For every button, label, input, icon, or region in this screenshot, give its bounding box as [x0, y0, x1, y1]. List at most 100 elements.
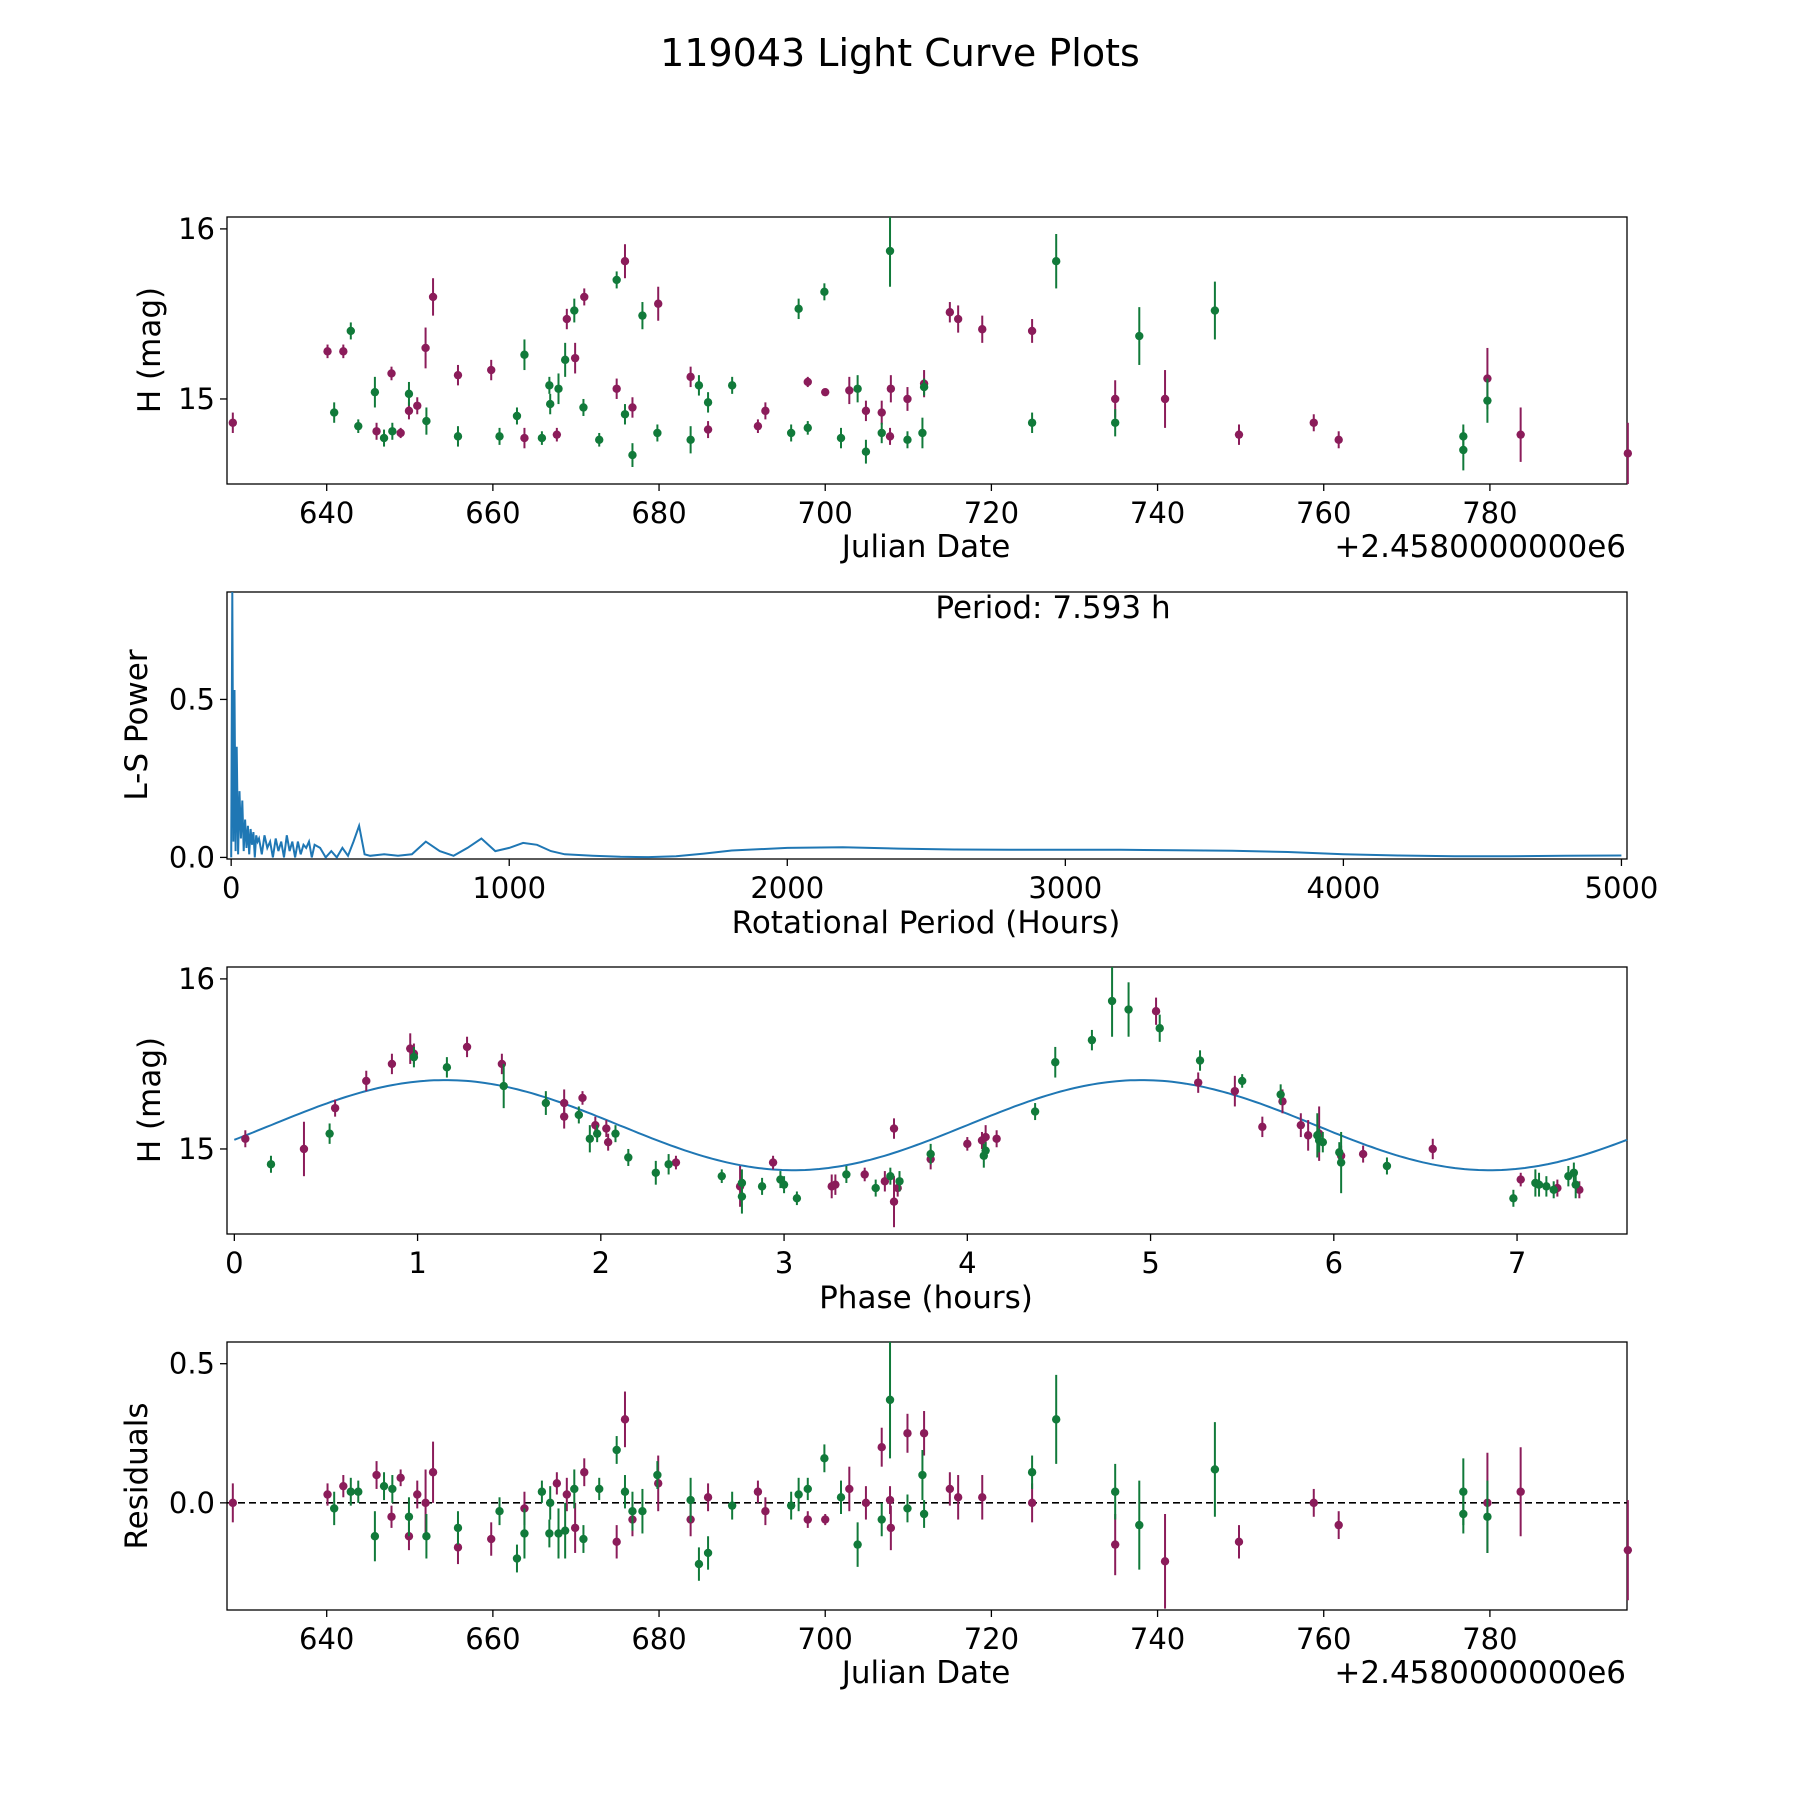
point-marker — [1623, 449, 1633, 458]
data-point — [545, 1519, 554, 1548]
point-marker — [428, 1468, 438, 1477]
point-marker — [1509, 1194, 1518, 1203]
data-point — [686, 426, 695, 454]
data-point — [1358, 1145, 1368, 1163]
point-marker — [1483, 396, 1492, 405]
data-point — [379, 429, 389, 447]
residuals-x-offset-label: +2.4580000000e6 — [1334, 1655, 1626, 1691]
data-point — [413, 397, 422, 415]
point-marker — [686, 372, 695, 382]
point-marker — [520, 433, 529, 443]
data-point — [1258, 1116, 1267, 1138]
lightcurve-x-axis-label: Julian Date — [840, 529, 1011, 565]
data-point — [612, 1436, 621, 1464]
phased-x-axis-label: Phase (hours) — [819, 1280, 1033, 1316]
data-point — [329, 402, 339, 423]
data-point — [737, 1179, 747, 1214]
point-marker — [362, 1076, 371, 1086]
point-marker — [1110, 1487, 1120, 1496]
data-point — [570, 298, 579, 323]
data-point — [1549, 1181, 1558, 1199]
data-point — [727, 1491, 737, 1520]
point-marker — [560, 1526, 570, 1535]
point-marker — [886, 1523, 896, 1533]
data-point — [831, 1174, 840, 1195]
point-marker — [821, 387, 830, 397]
point-marker — [1309, 1498, 1318, 1508]
data-point — [1230, 1075, 1240, 1107]
point-marker — [1110, 418, 1120, 427]
x-tick-label: 640 — [299, 1622, 354, 1656]
data-point — [768, 1155, 778, 1170]
data-point — [1334, 1511, 1343, 1540]
point-marker — [664, 1160, 673, 1169]
point-marker — [611, 1129, 620, 1138]
point-marker — [919, 1509, 929, 1519]
data-point — [945, 1472, 955, 1506]
point-marker — [1334, 1520, 1343, 1530]
data-point — [978, 315, 987, 343]
x-tick-label: 720 — [964, 1622, 1019, 1656]
data-point — [299, 1121, 309, 1177]
data-point — [512, 1544, 522, 1573]
data-point — [953, 305, 963, 333]
x-tick-label: 680 — [631, 496, 686, 530]
point-marker — [545, 1529, 554, 1538]
point-marker — [339, 1481, 348, 1491]
data-point — [885, 1342, 895, 1459]
data-point — [545, 376, 554, 394]
point-marker — [981, 1146, 990, 1155]
periodogram-power-line — [230, 591, 1622, 860]
point-marker — [1027, 1468, 1037, 1477]
point-marker — [694, 1559, 704, 1569]
data-point — [1516, 407, 1525, 462]
point-marker — [1459, 1487, 1468, 1496]
data-point — [409, 1046, 419, 1068]
point-marker — [546, 399, 555, 409]
data-point — [422, 1513, 431, 1559]
data-point — [845, 1466, 854, 1512]
point-marker — [453, 1523, 463, 1533]
x-tick-label: 3000 — [1028, 871, 1102, 905]
data-point — [453, 364, 463, 386]
data-point — [595, 1477, 604, 1501]
point-marker — [1110, 394, 1120, 404]
point-marker — [574, 1110, 584, 1120]
data-point — [462, 1036, 472, 1058]
point-marker — [1318, 1137, 1328, 1147]
point-marker — [578, 1093, 587, 1103]
data-point — [671, 1155, 681, 1170]
data-point — [388, 422, 397, 440]
data-point — [842, 1165, 851, 1183]
data-point — [329, 1491, 339, 1526]
data-point — [1027, 1455, 1037, 1489]
point-marker — [1569, 1168, 1579, 1177]
point-marker — [628, 1507, 637, 1516]
point-marker — [559, 1112, 569, 1121]
point-marker — [388, 1484, 397, 1494]
point-marker — [1160, 394, 1170, 404]
point-marker — [1459, 1509, 1468, 1519]
point-marker — [757, 1182, 767, 1191]
figure-title: 119043 Light Curve Plots — [660, 31, 1140, 75]
data-point — [620, 244, 630, 279]
data-point — [1107, 967, 1117, 1037]
data-point — [552, 1472, 562, 1495]
data-point — [346, 1477, 355, 1506]
data-point — [926, 1143, 935, 1165]
data-point — [1318, 1131, 1328, 1153]
x-tick-label: 760 — [1296, 1622, 1351, 1656]
x-tick-label: 0 — [222, 871, 240, 905]
point-marker — [346, 1487, 355, 1496]
data-point — [1516, 1447, 1525, 1537]
point-marker — [1160, 1557, 1170, 1566]
point-marker — [727, 1501, 737, 1510]
data-point — [512, 407, 522, 425]
x-tick-label: 780 — [1462, 496, 1517, 530]
point-marker — [520, 350, 529, 359]
point-marker — [580, 292, 589, 302]
data-point — [861, 400, 871, 422]
data-point — [919, 1500, 929, 1528]
data-point — [1051, 1374, 1061, 1464]
